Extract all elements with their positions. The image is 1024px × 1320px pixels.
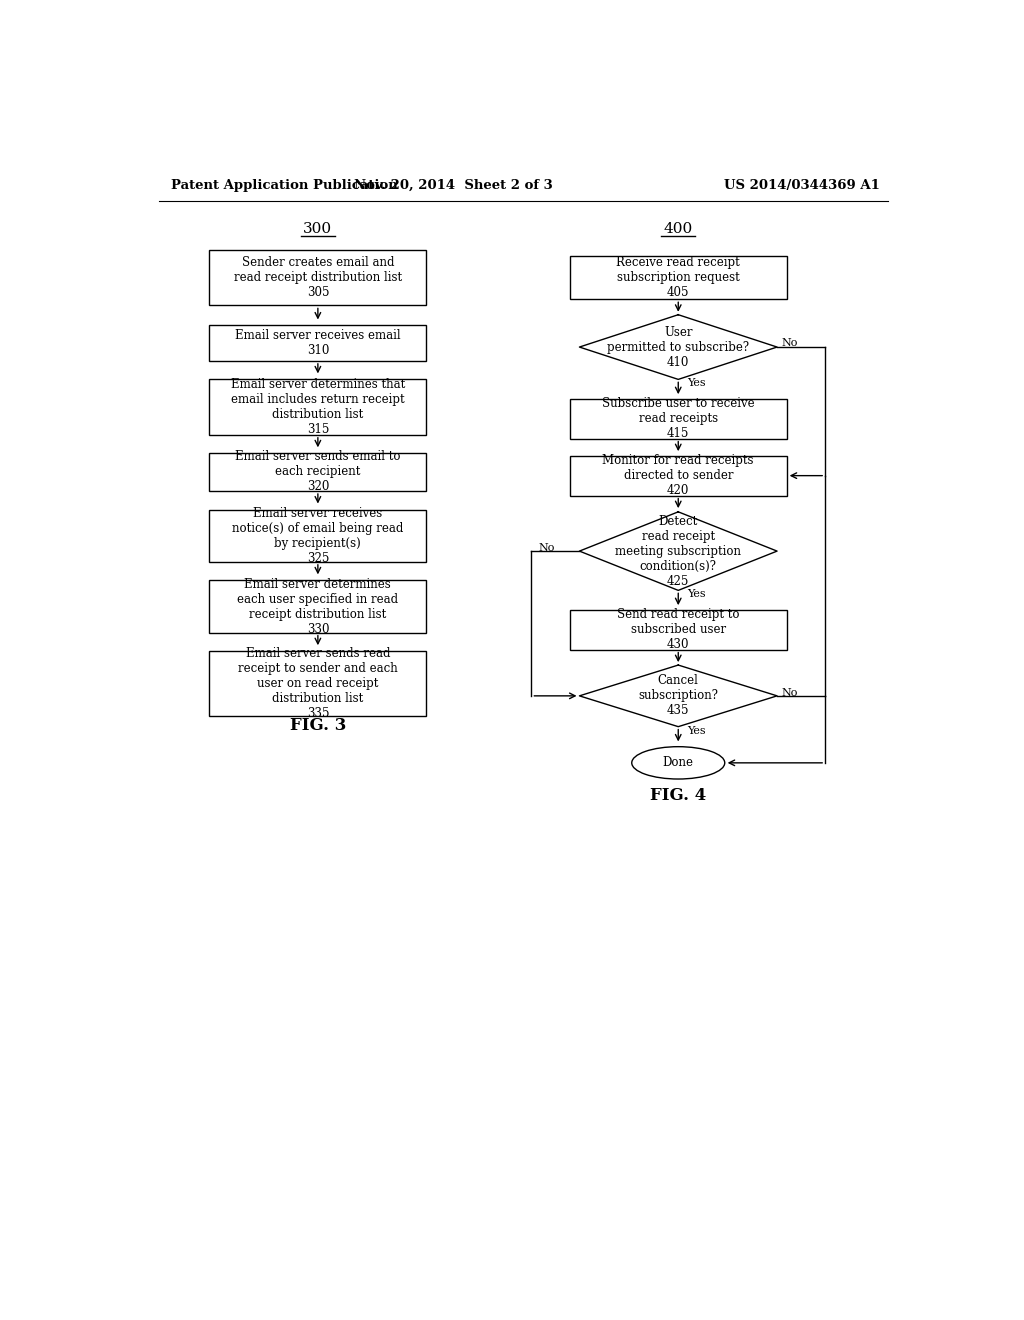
Ellipse shape <box>632 747 725 779</box>
Text: Email server receives
notice(s) of email being read
by recipient(s)
325: Email server receives notice(s) of email… <box>232 507 403 565</box>
Polygon shape <box>580 314 777 379</box>
FancyBboxPatch shape <box>569 610 786 649</box>
Text: Monitor for read receipts
directed to sender
420: Monitor for read receipts directed to se… <box>602 454 754 498</box>
Text: Yes: Yes <box>687 379 707 388</box>
FancyBboxPatch shape <box>569 399 786 438</box>
Text: Email server determines that
email includes return receipt
distribution list
315: Email server determines that email inclu… <box>230 378 406 436</box>
Text: 400: 400 <box>664 222 693 236</box>
FancyBboxPatch shape <box>569 256 786 300</box>
Text: Yes: Yes <box>687 589 707 599</box>
Text: FIG. 3: FIG. 3 <box>290 717 346 734</box>
Text: No: No <box>781 338 798 348</box>
Text: Patent Application Publication: Patent Application Publication <box>171 178 397 191</box>
Text: Send read receipt to
subscribed user
430: Send read receipt to subscribed user 430 <box>617 609 739 651</box>
Text: Nov. 20, 2014  Sheet 2 of 3: Nov. 20, 2014 Sheet 2 of 3 <box>354 178 553 191</box>
Text: Detect
read receipt
meeting subscription
condition(s)?
425: Detect read receipt meeting subscription… <box>615 515 741 587</box>
Text: No: No <box>781 688 798 698</box>
FancyBboxPatch shape <box>209 249 426 305</box>
Text: Yes: Yes <box>687 726 707 735</box>
Text: Receive read receipt
subscription request
405: Receive read receipt subscription reques… <box>616 256 740 300</box>
FancyBboxPatch shape <box>209 581 426 632</box>
Polygon shape <box>580 665 777 726</box>
Text: No: No <box>539 543 555 553</box>
Text: User
permitted to subscribe?
410: User permitted to subscribe? 410 <box>607 326 750 368</box>
FancyBboxPatch shape <box>209 651 426 715</box>
Text: Done: Done <box>663 756 693 770</box>
FancyBboxPatch shape <box>569 455 786 495</box>
FancyBboxPatch shape <box>209 510 426 562</box>
Text: US 2014/0344369 A1: US 2014/0344369 A1 <box>724 178 880 191</box>
Text: Email server receives email
310: Email server receives email 310 <box>236 329 400 358</box>
Text: Email server sends email to
each recipient
320: Email server sends email to each recipie… <box>236 450 400 494</box>
Text: Email server sends read
receipt to sender and each
user on read receipt
distribu: Email server sends read receipt to sende… <box>238 647 397 719</box>
Text: Subscribe user to receive
read receipts
415: Subscribe user to receive read receipts … <box>602 397 755 440</box>
FancyBboxPatch shape <box>209 379 426 434</box>
FancyBboxPatch shape <box>209 453 426 491</box>
Text: Email server determines
each user specified in read
receipt distribution list
33: Email server determines each user specif… <box>238 578 398 635</box>
Polygon shape <box>580 512 777 590</box>
FancyBboxPatch shape <box>209 326 426 360</box>
Text: Sender creates email and
read receipt distribution list
305: Sender creates email and read receipt di… <box>233 256 402 300</box>
Text: 300: 300 <box>303 222 333 236</box>
Text: Cancel
subscription?
435: Cancel subscription? 435 <box>638 675 718 717</box>
Text: FIG. 4: FIG. 4 <box>650 787 707 804</box>
